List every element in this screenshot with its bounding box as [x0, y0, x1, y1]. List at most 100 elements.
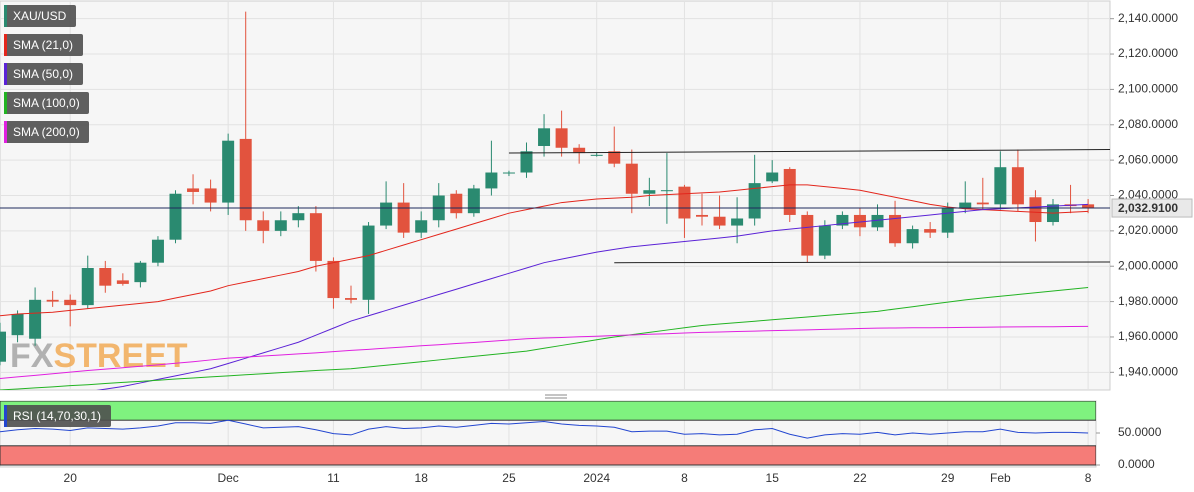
candle-body: [1029, 197, 1042, 223]
legend-item: RSI (14,70,30,1): [4, 405, 111, 427]
candle-body: [415, 220, 428, 233]
legend-box: [4, 34, 83, 56]
candle-body: [818, 225, 831, 256]
x-tick-label: Feb: [990, 471, 1011, 485]
candle-body: [257, 220, 270, 231]
candle-body: [450, 193, 463, 214]
legend-swatch: [4, 405, 7, 427]
x-tick-label: 25: [502, 471, 516, 485]
legend-box: [4, 121, 89, 143]
candle-body: [309, 213, 322, 261]
legend-label: SMA (200,0): [13, 125, 80, 139]
candle-body: [274, 220, 287, 231]
y-tick-label: 2,060.0000: [1118, 152, 1178, 166]
candle-body: [853, 214, 866, 228]
candle-body: [502, 172, 515, 174]
axes: 1,940.0000 1,960.0000 1,980.0000 2,000.0000…: [64, 11, 1193, 485]
candle-body: [467, 188, 480, 214]
candle-body: [871, 214, 884, 228]
y-tick-label: 2,120.0000: [1118, 46, 1178, 60]
legend-label: SMA (21,0): [13, 38, 73, 52]
legend-box: [4, 405, 111, 427]
x-tick-label: 29: [941, 471, 955, 485]
y-tick-label: 2,140.0000: [1118, 11, 1178, 25]
candle-body: [731, 218, 744, 226]
watermark-group: FXSTREET: [10, 337, 188, 375]
legend-label: XAU/USD: [13, 9, 67, 23]
sma-line: [0, 286, 1089, 390]
overbought-zone: [0, 401, 1096, 421]
y-tick-label: 2,020.0000: [1118, 223, 1178, 237]
watermark-street: STREET: [53, 337, 187, 375]
candle-body: [204, 188, 217, 203]
candle-body: [906, 229, 919, 244]
candle-body: [555, 128, 568, 148]
legend-item: SMA (100,0): [4, 92, 89, 114]
candle-body: [187, 188, 200, 192]
legend-box: [4, 5, 76, 27]
legend-box: [4, 92, 89, 114]
x-tick-label: 8: [681, 471, 688, 485]
candle-body: [1082, 204, 1095, 208]
y-tick-label: 1,940.0000: [1118, 364, 1178, 378]
candle-body: [345, 298, 357, 300]
y-tick-label: 2,100.0000: [1118, 82, 1178, 96]
panel-splitter: [545, 394, 567, 399]
candle-body: [660, 190, 673, 192]
legend-swatch: [4, 5, 7, 27]
legend: XAU/USD SMA (21,0) SMA (50,0) SMA (100,0) SM…: [4, 5, 111, 427]
candle-body: [889, 214, 902, 244]
x-tick-label: 2024: [583, 471, 610, 485]
candle-body: [748, 183, 761, 219]
y-tick-label: 50.0000: [1118, 425, 1162, 439]
legend-label: RSI (14,70,30,1): [13, 409, 101, 423]
candle-body: [11, 313, 24, 336]
candle-body: [46, 299, 59, 302]
y-tick-label: 1,960.0000: [1118, 329, 1178, 343]
candle-body: [538, 128, 551, 146]
candle-body: [99, 267, 112, 286]
candle-body: [397, 202, 410, 233]
candle-body: [1011, 167, 1024, 205]
trendline: [614, 261, 1110, 264]
last-price-box: [1111, 198, 1193, 218]
candle-body: [362, 225, 375, 300]
x-tick-label: 15: [766, 471, 780, 485]
oversold-zone: [0, 445, 1096, 466]
candle-body: [783, 168, 796, 215]
candle-body: [380, 202, 393, 226]
watermark-fx: FX: [10, 337, 54, 375]
rsi-plot: [0, 401, 1096, 466]
legend-box: [4, 63, 83, 85]
legend-label: SMA (50,0): [13, 67, 73, 81]
last-price-label: 2,032.9100: [1118, 201, 1178, 215]
legend-item: XAU/USD: [4, 5, 76, 27]
candle-body: [485, 172, 498, 189]
candle-body: [941, 207, 954, 233]
candle-body: [924, 229, 937, 233]
candle-body: [608, 151, 621, 164]
legend-swatch: [4, 92, 7, 114]
candle-body: [643, 190, 656, 194]
legend-label: SMA (100,0): [13, 96, 80, 110]
y-tick-label: 1,980.0000: [1118, 294, 1178, 308]
trendline: [508, 149, 1110, 154]
candle-body: [327, 260, 340, 299]
y-tick-label: 2,040.0000: [1118, 188, 1178, 202]
legend-swatch: [4, 34, 7, 56]
sma-line: [96, 203, 1089, 390]
candle-body: [151, 239, 164, 263]
candle-body: [520, 151, 533, 173]
legend-item: SMA (21,0): [4, 34, 83, 56]
candle-body: [134, 262, 147, 283]
watermark: FXSTREET: [10, 337, 188, 375]
candle-body: [994, 167, 1007, 205]
y-tick-label: 2,000.0000: [1118, 258, 1178, 272]
candle-body: [766, 172, 779, 182]
candle-body: [29, 299, 42, 339]
candle-body: [801, 214, 814, 256]
sma-line: [0, 325, 1089, 380]
x-tick-label: 8: [1085, 471, 1092, 485]
sma-line: [0, 184, 1089, 317]
